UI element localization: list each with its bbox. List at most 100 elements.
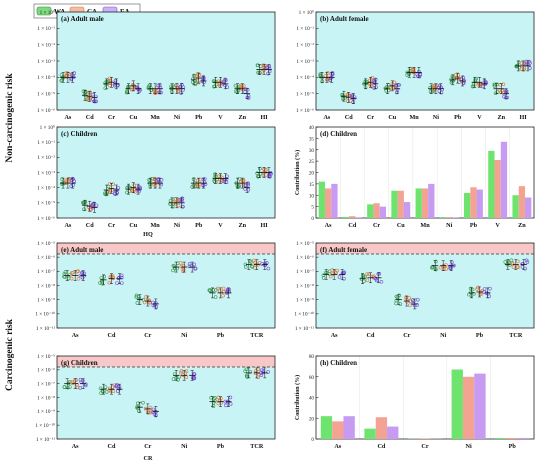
y-tick-label: 1 × 10⁻⁶ — [37, 216, 55, 222]
bar-wa-cu — [391, 191, 397, 218]
xgroup-label-cr: CR — [144, 455, 153, 462]
bar-wa-v — [488, 151, 494, 218]
y-tick-label: 1 × 10⁻¹⁰ — [35, 312, 55, 318]
bar-ca-ni — [446, 217, 452, 218]
y-tick-label: 1 × 10⁻⁹ — [37, 297, 55, 303]
x-tick-label: As — [334, 443, 341, 450]
x-tick-label: Pb — [454, 114, 462, 121]
panel-b: 1 × 10⁻⁶1 × 10⁻⁵1 × 10⁻⁴1 × 10⁻³1 × 10⁻²… — [296, 10, 534, 121]
y-tick-label: 1 × 10⁻² — [296, 42, 314, 48]
y-tick-label: 1 × 10⁻⁶ — [37, 255, 55, 261]
x-tick-label: Ni — [174, 114, 180, 121]
x-tick-label: V — [218, 222, 223, 229]
x-tick-label: Cr — [108, 222, 115, 229]
y-tick-label: 1 × 10⁻¹¹ — [36, 326, 56, 332]
x-tick-label: V — [477, 114, 482, 121]
y-tick-label: 1 × 10⁻⁸ — [296, 283, 314, 289]
y-tick-label: 1 × 10⁻³ — [296, 59, 314, 65]
plot-background — [57, 243, 275, 328]
x-tick-label: Zn — [498, 114, 506, 121]
y-tick-label: 1 × 10⁻¹ — [296, 26, 314, 32]
y-tick-label: 1 × 10⁻¹⁰ — [35, 423, 55, 429]
x-tick-label: Mn — [150, 222, 160, 229]
x-tick-label: Cu — [397, 222, 405, 229]
bar-wa-pb — [464, 193, 470, 218]
y-tick-label: 1 × 10⁻⁴ — [37, 75, 55, 81]
ylabel-noncarcinogenic: Non-carcinogenic risk — [5, 73, 15, 163]
y-tick-label: 1 × 10⁻² — [37, 155, 55, 161]
bar-ca-pb — [470, 187, 476, 218]
bar-ea-pb — [518, 438, 529, 439]
plot-background — [57, 356, 275, 439]
y-tick-label: 40 — [309, 396, 315, 402]
bar-ca-as — [325, 188, 331, 218]
x-tick-label: Cd — [345, 114, 353, 121]
bar-wa-pb — [495, 438, 506, 439]
y-tick-label: 20 — [309, 416, 315, 422]
x-tick-label: V — [218, 114, 223, 121]
x-tick-label: Ni — [466, 443, 472, 450]
y-tick-label: 1 × 10⁻⁹ — [37, 409, 55, 415]
x-tick-label: Cr — [403, 332, 410, 339]
panel-title: (f) Adult female — [320, 246, 367, 254]
y-tick-label: 1 × 10⁻⁷ — [37, 269, 55, 275]
panel-title: (c) Children — [61, 130, 97, 138]
bar-ea-ni — [452, 217, 458, 218]
x-tick-label: Ni — [433, 114, 439, 121]
x-tick-label: Ni — [174, 222, 180, 229]
y-tick-label: 1 × 10⁻⁷ — [296, 269, 314, 275]
x-tick-label: TCR — [250, 332, 264, 339]
y-tick-label: 1 × 10⁻⁷ — [37, 381, 55, 387]
x-tick-label: Pb — [476, 332, 484, 339]
x-tick-label: Cd — [348, 222, 356, 229]
x-tick-label: Mn — [409, 114, 419, 121]
y-tick-label: 1 × 10⁻⁴ — [37, 185, 55, 191]
x-tick-label: Cr — [108, 114, 115, 121]
x-tick-label: Cd — [108, 332, 116, 339]
bar-ca-cd — [376, 417, 387, 439]
bar-ea-zn — [525, 198, 531, 218]
x-tick-label: Pb — [470, 222, 478, 229]
y-tick-label: 1 × 10⁻¹¹ — [36, 437, 56, 443]
bar-ca-pb — [507, 438, 518, 439]
y-axis-label: Contribution (%) — [294, 375, 301, 420]
x-tick-label: Zn — [239, 114, 247, 121]
x-tick-label: Cd — [86, 222, 94, 229]
x-tick-label: Zn — [518, 222, 526, 229]
x-tick-label: Pb — [195, 114, 203, 121]
y-tick-label: 25 — [309, 159, 315, 165]
x-tick-label: V — [495, 222, 500, 229]
bar-ea-mn — [428, 184, 434, 218]
panels: 1 × 10⁻⁶ 1 × 10⁻⁵ 1 × 10⁻⁴ 1 × 10⁻³ 1 × 10⁻²… — [35, 10, 534, 450]
bar-ca-as — [332, 421, 343, 439]
panel-title: (h) Children — [320, 359, 357, 367]
y-tick-label: 1 × 10⁻³ — [37, 59, 55, 65]
x-tick-label: Cu — [129, 222, 137, 229]
x-tick-label: HI — [260, 222, 268, 229]
x-tick-label: TCR — [509, 332, 523, 339]
y-tick-label: 0 — [311, 216, 314, 222]
bar-ca-v — [495, 160, 501, 218]
bar-ea-cd — [387, 427, 398, 439]
bar-wa-as — [319, 182, 325, 218]
x-tick-label: Pb — [195, 222, 203, 229]
x-tick-label: Cr — [373, 222, 380, 229]
y-tick-label: 1 × 10⁻¹¹ — [295, 326, 315, 332]
y-tick-label: 1 × 10⁻⁵ — [37, 354, 55, 360]
x-tick-label: Cd — [367, 332, 375, 339]
x-tick-label: Cu — [388, 114, 396, 121]
y-tick-label: 1 × 10⁻⁴ — [296, 75, 314, 81]
panel-f: 1 × 10⁻¹¹1 × 10⁻¹⁰1 × 10⁻⁹1 × 10⁻⁸1 × 10… — [294, 241, 534, 339]
y-tick-label: 1 × 10⁻⁶ — [296, 108, 314, 114]
x-tick-label: Mn — [150, 114, 160, 121]
y-tick-label: 35 — [309, 136, 315, 142]
bar-ea-ni — [474, 374, 485, 439]
panel-title: (e) Adult male — [61, 246, 103, 254]
x-tick-label: Cr — [144, 443, 151, 450]
bar-wa-cd — [343, 217, 349, 218]
y-tick-label: 80 — [309, 354, 315, 360]
x-tick-label: Cr — [144, 332, 151, 339]
xgroup-label-hq: HQ — [143, 231, 153, 238]
